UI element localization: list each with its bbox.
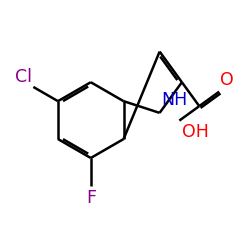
Text: F: F (86, 189, 96, 207)
Text: OH: OH (182, 122, 209, 140)
Text: Cl: Cl (15, 68, 32, 86)
Text: O: O (220, 71, 234, 89)
Text: NH: NH (161, 91, 187, 109)
